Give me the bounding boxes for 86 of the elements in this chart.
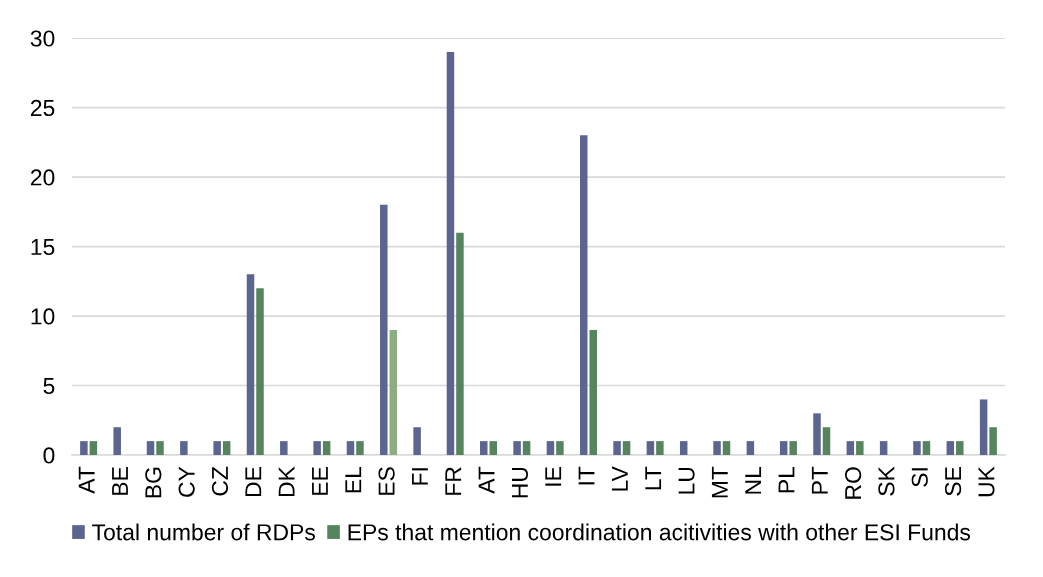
x-tick-label: CY [178,466,195,497]
x-tick-label: SK [878,466,895,496]
bar [846,441,855,456]
x-tick-label: CZ [211,466,229,496]
bar [346,441,355,456]
bar [389,329,398,456]
bar [813,413,821,456]
bar [146,441,155,456]
bar [413,427,421,456]
x-tick-label: IE [545,467,562,486]
bar [80,441,88,456]
bar [180,441,188,456]
bar [913,441,921,456]
y-tick-label: 25 [30,99,55,117]
bar [613,441,621,456]
bar [656,441,664,456]
bar [589,329,597,456]
bar [113,427,121,456]
bar [546,441,555,456]
x-tick-label: FR [445,467,462,495]
x-tick-label: EE [312,467,328,495]
y-tick-label: 30 [30,30,55,47]
bar [956,441,964,456]
bar [579,135,588,456]
bar [679,441,688,456]
x-tick-label: SE [944,467,962,496]
bar [356,441,364,456]
bar [280,441,288,456]
bar [522,441,531,456]
bar [856,441,864,456]
bar [256,288,264,456]
bar [489,441,498,456]
y-tick-label: 15 [31,239,55,256]
bar [989,427,997,456]
bar [722,441,731,456]
y-tick-label: 20 [30,169,55,186]
x-tick-label: IT [578,466,595,485]
bar [556,441,564,456]
bar [156,441,164,456]
bar [480,441,488,456]
x-tick-label: PL [778,466,795,493]
x-tick-label: PT [811,466,828,494]
bar [89,441,98,456]
bar [622,441,631,456]
bar [922,441,931,456]
x-tick-label: HU [512,467,528,498]
x-tick-label: NL [745,466,762,494]
x-tick-label: ES [378,467,395,495]
x-tick-label: LV [611,466,628,491]
x-tick-label: AT [78,466,95,494]
y-tick-label: 10 [31,308,55,325]
x-tick-label: DK [278,466,295,497]
x-tick-label: UK [978,466,995,497]
bar [979,399,988,456]
bar [646,441,655,456]
x-tick-label: LU [678,467,695,494]
x-tick-label: EL [345,466,362,493]
x-tick-label: MT [711,466,728,498]
y-tick-label: 5 [43,378,55,395]
bar [746,441,755,456]
bar [313,441,321,456]
legend-label: EPs that mention coordination acitivities with other ESI Funds [348,523,971,541]
bar [380,204,388,456]
bar [446,51,455,456]
x-tick-label: RO [845,467,862,499]
x-tick-label: BG [145,467,162,498]
x-tick-label: AT [478,466,495,494]
x-tick-label: SI [911,468,928,487]
bar [456,232,464,456]
bar [213,441,221,456]
bar [789,441,797,456]
bar [713,441,721,456]
y-tick-label: 0 [43,447,55,464]
x-tick-label: DE [245,467,262,497]
bar [779,441,788,456]
x-tick-label: LT [645,466,662,490]
legend-label: Total number of RDPs [92,523,315,541]
bar [822,427,831,456]
bar [222,441,231,456]
x-tick-label: FI [412,468,428,485]
bar [946,441,955,456]
bar [513,441,521,456]
bar [879,441,888,456]
bar [246,274,255,456]
x-tick-label: BE [112,467,128,495]
bar [322,441,331,456]
